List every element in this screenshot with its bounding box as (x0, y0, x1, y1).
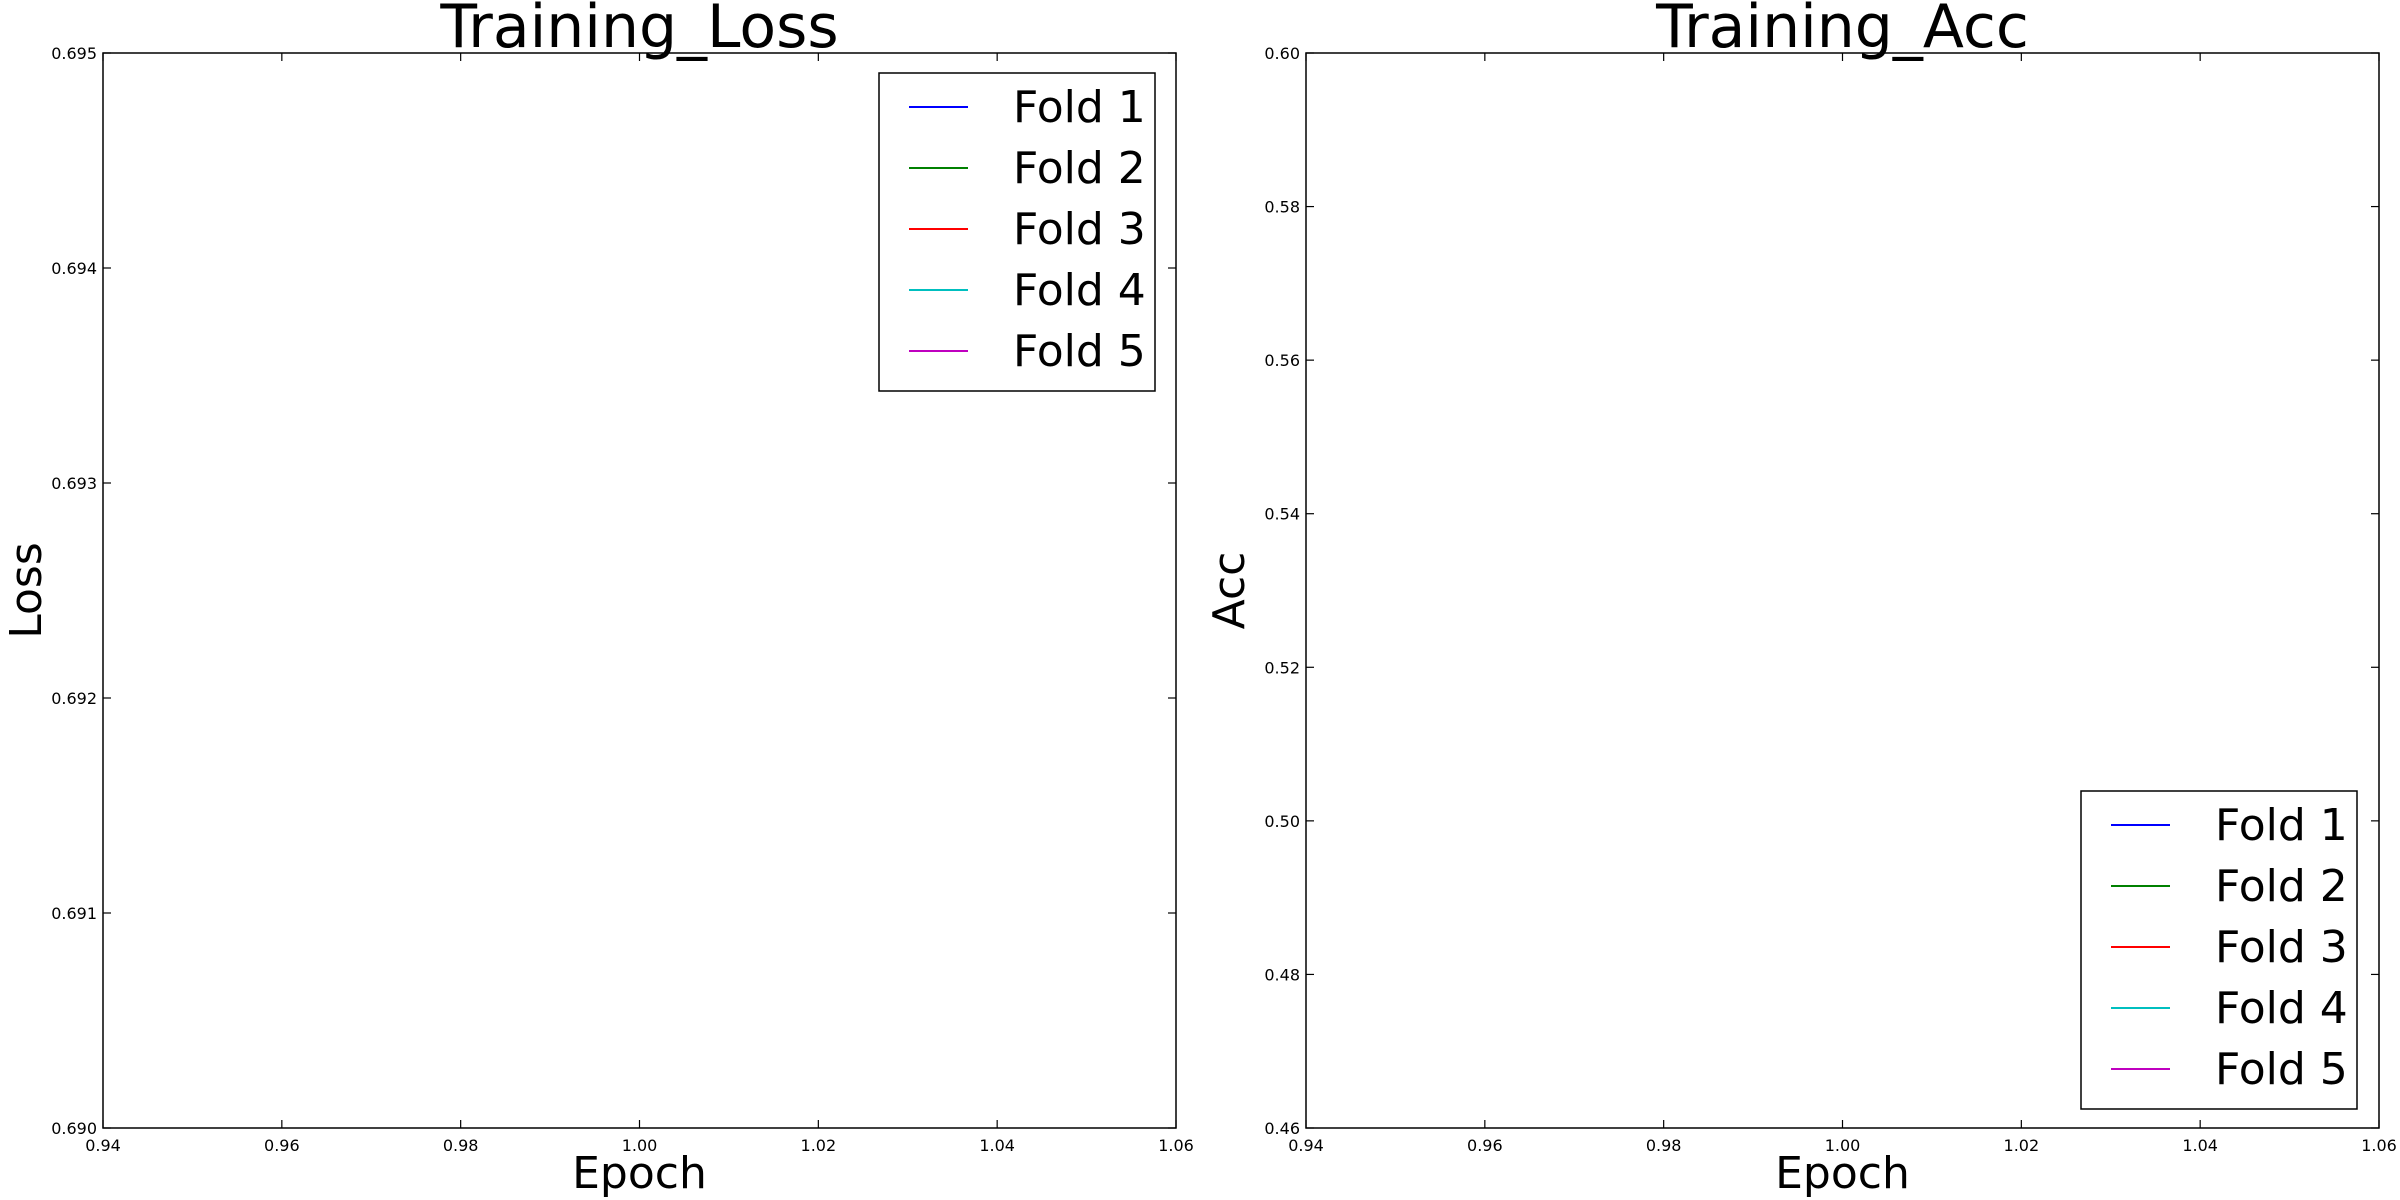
chart-title: Training_Acc (1655, 0, 2029, 62)
y-axis-label: Acc (1204, 552, 1255, 630)
y-axis-label: Loss (1, 542, 52, 639)
legend-label-fold-5: Fold 5 (1013, 326, 1146, 377)
legend-label-fold-4: Fold 4 (2215, 983, 2348, 1034)
legend: Fold 1 Fold 2 Fold 3 Fold 4 Fold 5 (2080, 790, 2358, 1110)
x-tick-label: 1.00 (622, 1136, 658, 1155)
legend-label-fold-1: Fold 1 (1013, 82, 1146, 133)
legend-box (878, 72, 1156, 392)
x-tick-label: 0.96 (1467, 1136, 1503, 1155)
y-tick-label: 0.46 (1264, 1119, 1300, 1138)
legend-box (2080, 790, 2358, 1110)
x-tick-label: 0.96 (264, 1136, 300, 1155)
y-tick-label: 0.691 (51, 904, 97, 923)
x-tick-label: 1.06 (1158, 1136, 1194, 1155)
y-tick-label: 0.695 (51, 44, 97, 63)
chart-panel-2: 0.94 0.96 0.98 1.00 1.02 1.04 1.06 0.46 0.48 0.50… (1204, 0, 2397, 1199)
x-tick-label: 1.00 (1825, 1136, 1861, 1155)
chart-title: Training_Loss (439, 0, 838, 62)
x-tick-label: 1.02 (2004, 1136, 2040, 1155)
y-tick-label: 0.692 (51, 689, 97, 708)
y-tick-label: 0.56 (1264, 351, 1300, 370)
y-tick-label: 0.48 (1264, 965, 1300, 984)
y-tick-label: 0.690 (51, 1119, 97, 1138)
legend-label-fold-2: Fold 2 (1013, 143, 1146, 194)
y-tick-label: 0.54 (1264, 505, 1300, 524)
y-tick-label: 0.694 (51, 259, 97, 278)
legend-label-fold-5: Fold 5 (2215, 1044, 2348, 1095)
legend-label-fold-4: Fold 4 (1013, 265, 1146, 316)
y-tick-label: 0.693 (51, 474, 97, 493)
x-tick-label: 1.04 (979, 1136, 1015, 1155)
y-tick-label: 0.50 (1264, 812, 1300, 831)
x-tick-label: 0.94 (85, 1136, 121, 1155)
x-axis-label: Epoch (1775, 1148, 1910, 1199)
y-tick-label: 0.52 (1264, 658, 1300, 677)
y-tick-label: 0.58 (1264, 198, 1300, 217)
x-tick-label: 1.04 (2182, 1136, 2218, 1155)
legend-label-fold-3: Fold 3 (2215, 922, 2348, 973)
x-tick-label: 0.98 (443, 1136, 479, 1155)
legend: Fold 1 Fold 2 Fold 3 Fold 4 Fold 5 (878, 72, 1156, 392)
legend-label-fold-3: Fold 3 (1013, 204, 1146, 255)
x-tick-label: 0.98 (1646, 1136, 1682, 1155)
x-tick-label: 1.06 (2361, 1136, 2397, 1155)
legend-label-fold-2: Fold 2 (2215, 861, 2348, 912)
legend-label-fold-1: Fold 1 (2215, 800, 2348, 851)
y-tick-label: 0.60 (1264, 44, 1300, 63)
x-tick-label: 1.02 (801, 1136, 837, 1155)
chart-panel-1: 0.94 0.96 0.98 1.00 1.02 1.04 1.06 0.690 0.691 0.… (1, 0, 1194, 1199)
x-tick-label: 0.94 (1288, 1136, 1324, 1155)
x-axis-label: Epoch (572, 1148, 707, 1199)
